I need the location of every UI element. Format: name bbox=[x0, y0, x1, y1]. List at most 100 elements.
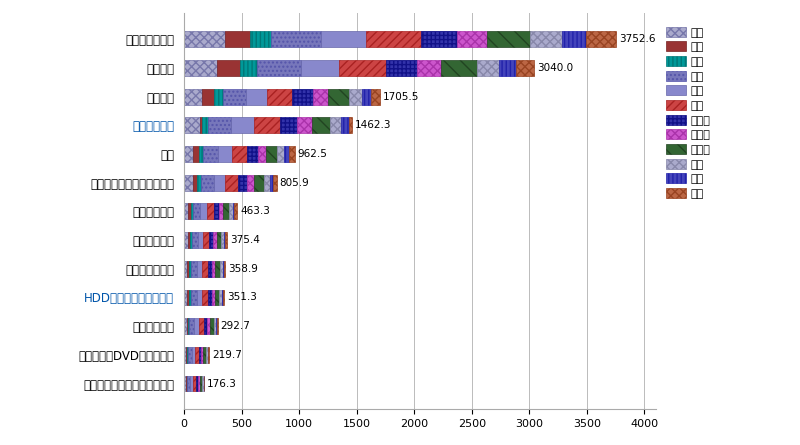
Bar bbox=[184, 318, 187, 334]
Bar bbox=[219, 290, 222, 305]
Text: 351.3: 351.3 bbox=[227, 292, 257, 303]
Bar bbox=[289, 146, 295, 162]
Bar bbox=[184, 117, 201, 133]
Bar bbox=[312, 117, 330, 133]
Text: 375.4: 375.4 bbox=[230, 235, 260, 245]
Bar bbox=[188, 347, 192, 363]
Bar bbox=[214, 232, 217, 248]
Bar bbox=[184, 203, 188, 219]
Bar bbox=[196, 376, 198, 392]
Bar bbox=[198, 232, 203, 248]
Text: 1462.3: 1462.3 bbox=[355, 120, 392, 130]
Bar bbox=[192, 347, 195, 363]
Bar bbox=[184, 146, 193, 162]
Bar bbox=[250, 31, 271, 47]
Bar bbox=[458, 31, 486, 47]
Bar bbox=[184, 89, 202, 105]
Bar bbox=[184, 232, 188, 248]
Bar bbox=[200, 203, 206, 219]
Bar bbox=[216, 318, 217, 334]
Bar bbox=[214, 318, 216, 334]
Bar bbox=[212, 290, 215, 305]
Bar bbox=[207, 318, 210, 334]
Bar bbox=[330, 117, 341, 133]
Bar bbox=[218, 146, 232, 162]
Bar bbox=[197, 175, 201, 190]
Bar bbox=[366, 31, 421, 47]
Bar bbox=[208, 290, 212, 305]
Bar bbox=[202, 261, 208, 277]
Legend: ４月, ５月, ６月, ７月, ８月, ９月, １０月, １１月, １２月, １月, ２月, ３月: ４月, ５月, ６月, ７月, ８月, ９月, １０月, １１月, １２月, １… bbox=[666, 27, 710, 199]
Bar bbox=[200, 376, 202, 392]
Bar bbox=[187, 290, 190, 305]
Bar bbox=[278, 146, 284, 162]
Bar bbox=[194, 318, 199, 334]
Bar bbox=[441, 60, 477, 76]
Bar bbox=[203, 146, 218, 162]
Bar bbox=[217, 232, 222, 248]
Bar bbox=[184, 376, 186, 392]
Bar bbox=[193, 203, 200, 219]
Bar bbox=[254, 175, 264, 190]
Bar bbox=[257, 60, 301, 76]
Text: 176.3: 176.3 bbox=[207, 379, 237, 388]
Bar bbox=[203, 347, 206, 363]
Bar bbox=[349, 89, 362, 105]
Bar bbox=[220, 261, 222, 277]
Bar bbox=[270, 175, 273, 190]
Bar bbox=[499, 60, 516, 76]
Bar bbox=[516, 60, 534, 76]
Bar bbox=[254, 117, 280, 133]
Bar bbox=[224, 261, 226, 277]
Text: 3040.0: 3040.0 bbox=[537, 63, 573, 73]
Text: 805.9: 805.9 bbox=[280, 178, 310, 188]
Bar bbox=[202, 290, 208, 305]
Bar bbox=[421, 31, 458, 47]
Bar bbox=[184, 31, 225, 47]
Bar bbox=[226, 232, 227, 248]
Bar bbox=[223, 203, 229, 219]
Bar bbox=[418, 60, 441, 76]
Bar bbox=[371, 89, 380, 105]
Bar bbox=[190, 376, 194, 392]
Bar bbox=[215, 261, 220, 277]
Bar bbox=[322, 31, 366, 47]
Bar bbox=[187, 318, 189, 334]
Bar bbox=[194, 376, 196, 392]
Bar bbox=[214, 175, 226, 190]
Bar bbox=[195, 347, 198, 363]
Bar bbox=[184, 60, 218, 76]
Bar bbox=[189, 318, 190, 334]
Bar bbox=[222, 290, 223, 305]
Bar bbox=[234, 203, 238, 219]
Bar bbox=[232, 146, 247, 162]
Bar bbox=[338, 60, 386, 76]
Bar bbox=[202, 347, 203, 363]
Bar bbox=[187, 376, 190, 392]
Text: 463.3: 463.3 bbox=[240, 206, 270, 216]
Bar bbox=[202, 117, 208, 133]
Bar bbox=[233, 203, 234, 219]
Bar bbox=[193, 175, 197, 190]
Bar bbox=[190, 203, 193, 219]
Bar bbox=[328, 89, 349, 105]
Bar bbox=[209, 232, 214, 248]
Bar bbox=[562, 31, 586, 47]
Bar bbox=[231, 117, 254, 133]
Bar bbox=[224, 232, 226, 248]
Bar bbox=[477, 60, 499, 76]
Bar bbox=[206, 203, 214, 219]
Bar bbox=[202, 376, 203, 392]
Bar bbox=[188, 232, 190, 248]
Bar bbox=[238, 175, 247, 190]
Text: 3752.6: 3752.6 bbox=[619, 34, 655, 44]
Bar bbox=[280, 117, 298, 133]
Bar bbox=[292, 89, 313, 105]
Bar bbox=[190, 290, 197, 305]
Bar bbox=[226, 175, 238, 190]
Bar bbox=[193, 146, 199, 162]
Text: 358.9: 358.9 bbox=[228, 264, 258, 274]
Bar bbox=[208, 261, 212, 277]
Bar bbox=[215, 290, 219, 305]
Bar bbox=[214, 203, 219, 219]
